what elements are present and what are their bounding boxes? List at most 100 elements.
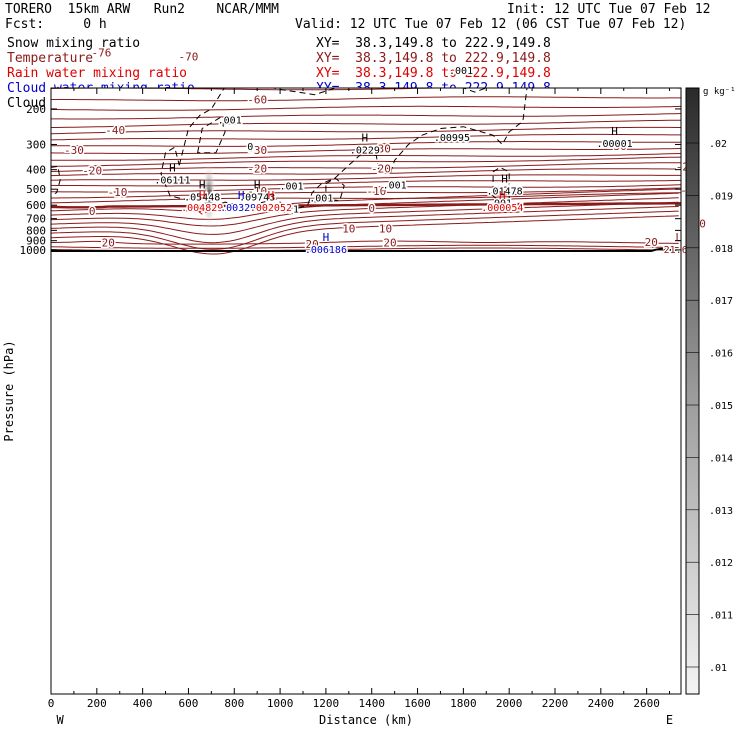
colorbar-label: .011 [709, 611, 733, 622]
isotherm-line [51, 80, 681, 82]
x-tick-label: 2200 [542, 697, 569, 710]
x-tick-label: 2400 [588, 697, 615, 710]
isotherm-label: -70 [179, 51, 199, 64]
colorbar-unit: g kg⁻¹ [703, 87, 736, 97]
y-tick-label: 600 [26, 199, 46, 212]
isotherm-line [51, 57, 681, 59]
isotherm-line [51, 126, 681, 135]
isotherm-label: -20 [247, 163, 267, 176]
field-name: Snow mixing ratio [7, 36, 141, 51]
x-tick-label: 600 [179, 697, 199, 710]
extremum-marker: H [254, 179, 261, 192]
isotherm-line [51, 215, 679, 255]
extremum-value: .01478 [487, 187, 523, 198]
x-tick-label: 1800 [450, 697, 477, 710]
isotherm-label: -40 [105, 124, 125, 137]
colorbar-label: .013 [709, 506, 733, 517]
isotherm-line [51, 69, 681, 71]
end-label-west: W [57, 713, 65, 727]
y-tick-label: 300 [26, 138, 46, 151]
isotherm-line [51, 174, 681, 181]
y-tick-label: 900 [26, 235, 46, 248]
field-xy: XY= 38.3,149.8 to 222.9,149.8 [316, 36, 551, 51]
isotherm-line [51, 187, 681, 199]
colorbar-label: .014 [709, 453, 733, 464]
plot-frame [50, 87, 682, 695]
init-time: Init: 12 UTC Tue 07 Feb 12 [507, 2, 711, 17]
isotherm-line [51, 197, 679, 227]
extremum-value: .003293 [220, 203, 262, 214]
colorbar-label: .019 [709, 191, 733, 202]
isotherm-line [51, 119, 681, 128]
isotherm-label: 0 [368, 202, 375, 215]
snow-contour [492, 166, 510, 203]
snow-contour-label: .001 [309, 194, 333, 205]
field-xy: XY= 38.3,149.8 to 222.9,149.8 [316, 66, 551, 81]
isotherm-line [51, 156, 681, 167]
extremum-marker: H [611, 125, 618, 138]
snow-contour-label: .001 [383, 181, 407, 192]
freezing-level-line [51, 202, 681, 209]
cloud-water-contour [229, 204, 238, 210]
field-name: Rain water mixing ratio [7, 66, 188, 81]
isotherm-label: -20 [82, 165, 102, 178]
isotherm-line [51, 48, 681, 50]
isotherm-label: -10 [107, 186, 127, 199]
snow-contour-label: .001 [449, 66, 473, 77]
end-label-east: E [666, 713, 673, 727]
y-tick-label: 1000 [20, 244, 47, 257]
plot-area [51, 88, 681, 694]
snow-contour [325, 177, 345, 202]
x-tick-label: 1000 [267, 697, 294, 710]
x-tick-label: 1600 [404, 697, 431, 710]
y-tick-label: 200 [26, 103, 46, 116]
y-axis-label: Pressure (hPa) [2, 340, 16, 441]
y-tick-label: 400 [26, 164, 46, 177]
isotherm-line [51, 96, 681, 102]
x-tick-label: 200 [87, 697, 107, 710]
extremum-marker: H [199, 179, 206, 192]
isotherm-label: 20 [306, 238, 319, 251]
forecast-hour: Fcst: 0 h [5, 17, 107, 32]
isotherm-label: -10 [366, 185, 386, 198]
extremum-marker: H [501, 173, 508, 186]
snow-contour [160, 88, 528, 209]
isotherm-label: 10 [342, 223, 355, 236]
rain-contour [192, 204, 212, 215]
colorbar-label: .02 [709, 139, 727, 150]
isotherm-line [51, 188, 679, 212]
extremum-marker: H [362, 131, 369, 144]
x-tick-label: 400 [133, 697, 153, 710]
extremum-value: .05448 [184, 193, 220, 204]
colorbar [685, 87, 700, 695]
isotherm-line [51, 184, 681, 193]
valid-time: Valid: 12 UTC Tue 07 Feb 12 (06 CST Tue … [295, 17, 687, 32]
extremum-marker: H [268, 189, 275, 202]
colorbar-label: .017 [709, 296, 733, 307]
isotherm-label: -30 [247, 144, 267, 157]
isotherm-label: -20 [371, 163, 391, 176]
isotherm-line [51, 240, 679, 245]
snow-contour-label: .001 [488, 199, 512, 210]
snow-contour [51, 165, 61, 197]
isotherm-line [51, 141, 681, 147]
extremum-value: .006186 [305, 245, 347, 256]
x-tick-label: 2600 [633, 697, 660, 710]
snow-contour-label: .001 [275, 204, 299, 215]
snow-contour-label: 0 [247, 142, 253, 153]
extremum-value: .00001 [597, 139, 633, 150]
isotherm-label: 10 [379, 223, 392, 236]
extremum-value: .0229 [350, 145, 380, 156]
isotherm-line [51, 162, 681, 172]
x-tick-label: 1200 [313, 697, 340, 710]
extremum-marker: H [499, 189, 506, 202]
isotherm-line [51, 206, 679, 244]
model-title: TORERO 15km ARW Run2 NCAR/MMM [5, 2, 279, 17]
isotherm-label: -30 [64, 144, 84, 157]
isotherm-label: 0 [89, 205, 96, 218]
isotherm-label: -30 [371, 143, 391, 156]
extremum-marker: H [323, 231, 330, 244]
isotherm-line [51, 210, 679, 250]
snow-contour-label: .001 [279, 182, 303, 193]
